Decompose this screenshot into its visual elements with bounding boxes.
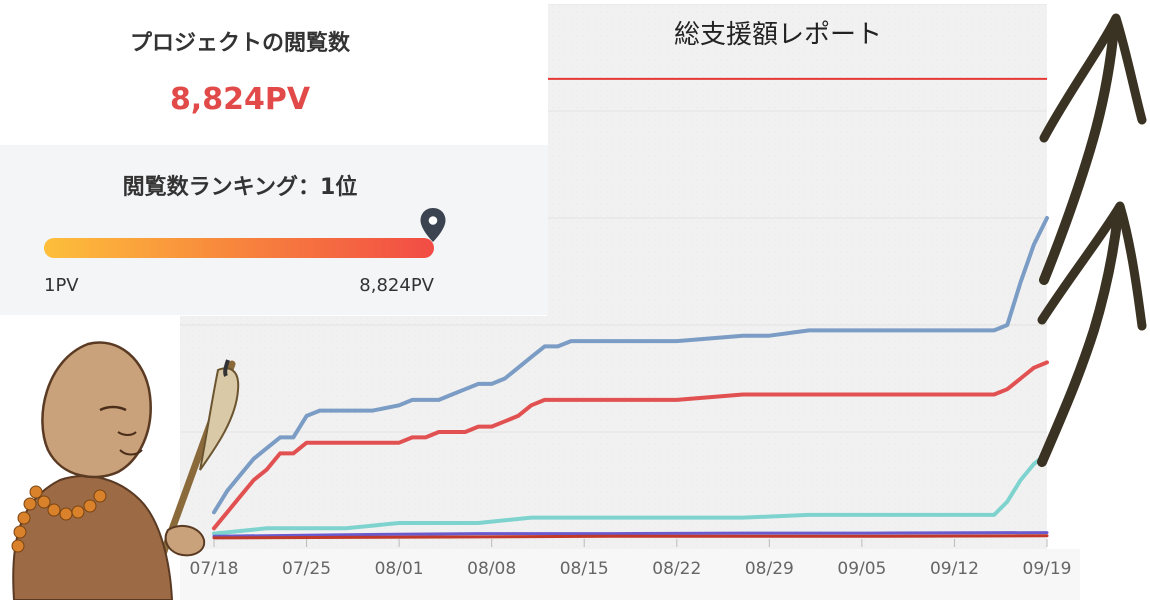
head xyxy=(41,341,152,479)
x-tick-label: 08/22 xyxy=(652,559,701,579)
x-tick-label: 08/29 xyxy=(745,559,794,579)
views-ranking-title: 閲覧数ランキング：1位 xyxy=(122,175,358,200)
prayer-beads xyxy=(11,485,107,553)
x-tick-label: 08/08 xyxy=(467,559,516,579)
x-tick-label: 08/01 xyxy=(375,559,424,579)
x-axis-strip xyxy=(180,549,1080,600)
location-pin-icon xyxy=(420,208,446,242)
ranking-progress-bar xyxy=(44,238,434,258)
hand-drawn-arrow-icon xyxy=(1037,201,1147,467)
ranking-min-label: 1PV xyxy=(44,275,79,296)
x-tick-label: 07/18 xyxy=(190,559,239,579)
views-ranking-card: 閲覧数ランキング：1位 1PV 8,824PV xyxy=(0,145,548,315)
series-line-3 xyxy=(212,451,1049,536)
series-line-5 xyxy=(212,534,1049,540)
project-views-value: 8,824PV xyxy=(169,82,311,117)
x-tick-label: 07/25 xyxy=(282,559,331,579)
x-tick-label: 09/12 xyxy=(930,559,979,579)
hand-drawn-arrow-icon xyxy=(1039,13,1147,285)
brush-head xyxy=(199,367,240,471)
total-support-chart: 07/18 07/25 08/01 08/08 08/15 08/22 08/29 09/05… xyxy=(180,3,1080,600)
monk-illustration xyxy=(11,341,240,600)
hand xyxy=(164,524,206,557)
x-tick-label: 09/19 xyxy=(1023,559,1072,579)
series-line-2 xyxy=(212,360,1049,531)
x-tick-label: 08/15 xyxy=(560,559,609,579)
series-line-1 xyxy=(212,216,1049,515)
series-line-4 xyxy=(212,531,1049,538)
project-views-title: プロジェクトの閲覧数 xyxy=(129,31,350,56)
ranking-max-label: 8,824PV xyxy=(359,275,434,296)
project-views-card: プロジェクトの閲覧数 8,824PV xyxy=(0,0,548,145)
x-tick-label: 09/05 xyxy=(837,559,886,579)
chart-svg: 07/18 07/25 08/01 08/08 08/15 08/22 08/29 09/05… xyxy=(180,3,1080,600)
chart-title: 総支援額レポート xyxy=(673,20,882,50)
